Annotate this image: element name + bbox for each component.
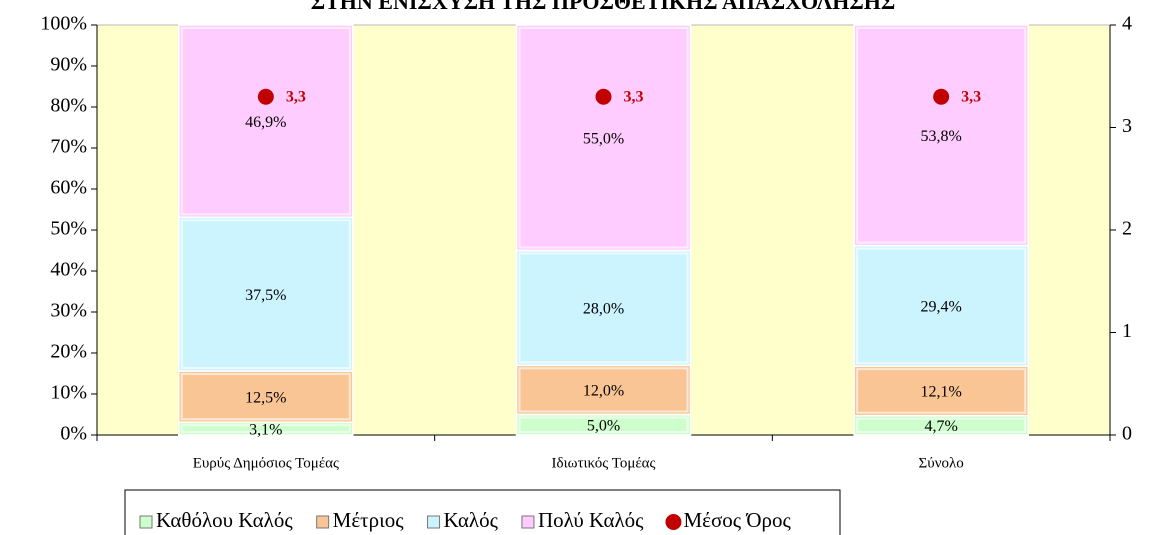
bar-segment	[178, 216, 354, 372]
bar-segment	[853, 24, 1029, 247]
legend-label: Πολύ Καλός	[538, 508, 644, 532]
value-label: 12,0%	[583, 383, 624, 400]
value-label: 28,0%	[583, 301, 624, 318]
legend-label: Μέσος Όρος	[683, 508, 791, 532]
y-tick-label: 60%	[50, 177, 87, 199]
bar-segment	[178, 24, 354, 219]
bar-bevel	[180, 27, 351, 216]
legend-marker	[139, 515, 153, 529]
y-tick-label: 90%	[50, 54, 87, 76]
value-label: 46,9%	[245, 114, 286, 131]
value-label: 5,0%	[587, 417, 620, 434]
value-label: 29,4%	[921, 299, 962, 316]
legend-marker	[427, 515, 441, 529]
bar-segment	[178, 370, 354, 424]
legend-label: Καθόλου Καλός	[156, 508, 293, 532]
legend-marker	[316, 515, 330, 529]
mean-marker	[257, 88, 274, 105]
value-label: 3,1%	[249, 421, 282, 438]
mean-marker	[595, 88, 612, 105]
bar-segment	[515, 364, 692, 416]
y-tick-label: 40%	[50, 259, 87, 281]
bar-bevel	[180, 373, 351, 421]
y-tick-label: 80%	[50, 95, 87, 117]
bar-bevel	[518, 27, 689, 249]
bar-bevel	[518, 416, 689, 433]
value-label: 37,5%	[245, 287, 286, 304]
y2-tick-label: 2	[1122, 218, 1132, 240]
x-tick-label: Σύνολο	[919, 455, 964, 471]
value-label: 4,7%	[925, 418, 958, 435]
legend-marker	[665, 514, 682, 530]
value-label: 55,0%	[583, 130, 624, 147]
y-tick-label: 100%	[40, 13, 87, 35]
y-tick-label: 30%	[50, 300, 87, 322]
bar-segment	[515, 249, 692, 367]
bar-segment	[515, 24, 692, 252]
y2-tick-label: 3	[1122, 115, 1132, 137]
bar-bevel	[856, 417, 1027, 434]
mean-label: 3,3	[286, 88, 306, 105]
mean-label: 3,3	[624, 88, 644, 105]
mean-marker	[933, 88, 950, 105]
chart-title: ΣΤΗΝ ΕΝΙΣΧΥΣΗ ΤΗΣ ΠΡΟΣΘΕΤΙΚΗΣ ΑΠΑΣΧΟΛΗΣΗ…	[311, 0, 896, 14]
bar-bevel	[856, 27, 1027, 244]
bar-bevel	[856, 368, 1027, 414]
x-tick-label: Ιδιωτικός Τομέας	[552, 455, 656, 471]
bar-bevel	[856, 247, 1027, 365]
bar-bevel	[518, 252, 689, 364]
y2-tick-label: 4	[1122, 13, 1132, 35]
value-label: 12,1%	[921, 384, 962, 401]
legend-marker	[521, 515, 535, 529]
legend-box	[124, 489, 841, 535]
bar-segment	[853, 365, 1029, 417]
value-label: 12,5%	[245, 389, 286, 406]
x-tick-label: Ευρύς Δημόσιος Τομέας	[193, 455, 339, 471]
y-tick-label: 50%	[50, 218, 87, 240]
value-label: 53,8%	[921, 128, 962, 145]
y-tick-label: 70%	[50, 136, 87, 158]
legend-label: Μέτριος	[333, 508, 405, 532]
mean-label: 3,3	[961, 88, 981, 105]
y-tick-label: 10%	[50, 382, 87, 404]
y-tick-label: 0%	[60, 423, 87, 445]
y2-tick-label: 0	[1122, 423, 1132, 445]
bar-bevel	[180, 424, 351, 434]
bar-bevel	[180, 219, 351, 370]
bar-segment	[853, 244, 1029, 367]
y2-tick-label: 1	[1122, 320, 1132, 342]
bar-bevel	[518, 367, 689, 413]
y-tick-label: 20%	[50, 341, 87, 363]
legend-label: Καλός	[444, 508, 499, 532]
